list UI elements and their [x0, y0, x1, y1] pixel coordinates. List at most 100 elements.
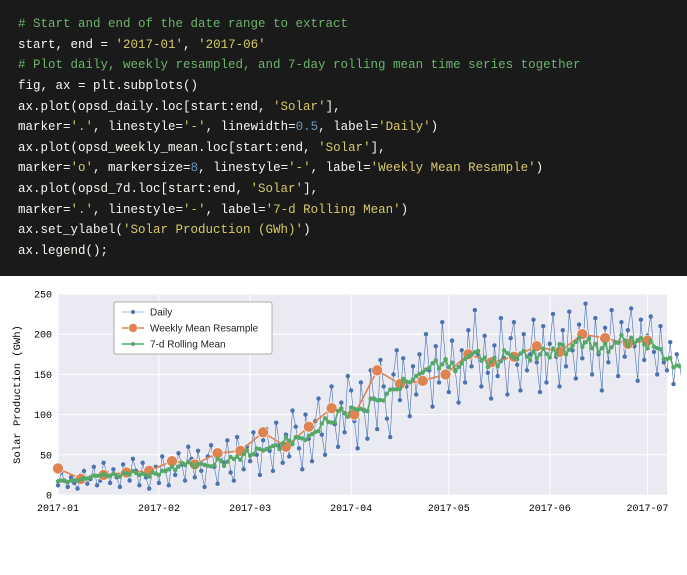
rolling7-marker: [284, 434, 288, 438]
daily-marker: [655, 372, 659, 376]
daily-marker: [675, 352, 679, 356]
daily-marker: [82, 468, 86, 472]
daily-marker: [323, 452, 327, 456]
daily-marker: [271, 468, 275, 472]
chart-container: 0501001502002502017-012017-022017-032017…: [0, 276, 687, 527]
daily-marker: [215, 481, 219, 485]
daily-marker: [108, 480, 112, 484]
legend: DailyWeekly Mean Resample7-d Rolling Mea…: [114, 302, 272, 354]
daily-marker: [56, 483, 60, 487]
rolling7-marker: [333, 419, 337, 423]
code-block: # Start and end of the date range to ext…: [0, 0, 687, 276]
daily-marker: [349, 388, 353, 392]
daily-marker: [160, 454, 164, 458]
daily-marker: [248, 459, 252, 463]
daily-marker: [95, 483, 99, 487]
rolling7-marker: [606, 349, 610, 353]
rolling7-marker: [499, 359, 503, 363]
rolling7-marker: [622, 338, 626, 342]
rolling7-marker: [277, 446, 281, 450]
daily-marker: [434, 344, 438, 348]
daily-marker: [535, 360, 539, 364]
daily-marker: [131, 456, 135, 460]
daily-marker: [101, 460, 105, 464]
daily-marker: [515, 362, 519, 366]
daily-marker: [544, 380, 548, 384]
legend-swatch-marker: [129, 323, 138, 332]
daily-marker: [310, 459, 314, 463]
rolling7-marker: [486, 364, 490, 368]
weekly-marker: [258, 426, 269, 437]
daily-marker: [639, 317, 643, 321]
daily-marker: [538, 389, 542, 393]
rolling7-marker: [541, 346, 545, 350]
daily-marker: [339, 400, 343, 404]
daily-marker: [385, 416, 389, 420]
rolling7-marker: [189, 462, 193, 466]
rolling7-marker: [170, 464, 174, 468]
rolling7-marker: [235, 454, 239, 458]
daily-marker: [609, 307, 613, 311]
y-tick-label: 100: [34, 411, 52, 422]
rolling7-marker: [157, 472, 161, 476]
weekly-marker: [440, 368, 451, 379]
daily-marker: [193, 475, 197, 479]
daily-marker: [118, 484, 122, 488]
daily-marker: [297, 446, 301, 450]
rolling7-marker: [658, 346, 662, 350]
rolling7-marker: [434, 358, 438, 362]
daily-marker: [505, 392, 509, 396]
rolling7-marker: [176, 464, 180, 468]
rolling7-marker: [603, 341, 607, 345]
y-tick-label: 50: [40, 451, 52, 462]
rolling7-marker: [531, 349, 535, 353]
rolling7-marker: [251, 452, 255, 456]
daily-marker: [456, 400, 460, 404]
legend-label: Weekly Mean Resample: [150, 323, 259, 334]
daily-marker: [658, 323, 662, 327]
rolling7-marker: [551, 346, 555, 350]
daily-marker: [228, 470, 232, 474]
daily-marker: [580, 356, 584, 360]
daily-marker: [512, 319, 516, 323]
rolling7-marker: [316, 428, 320, 432]
rolling7-marker: [323, 416, 327, 420]
daily-marker: [388, 434, 392, 438]
rolling7-marker: [570, 343, 574, 347]
daily-marker: [548, 341, 552, 345]
daily-marker: [424, 332, 428, 336]
daily-marker: [437, 380, 441, 384]
daily-marker: [561, 327, 565, 331]
daily-marker: [209, 442, 213, 446]
daily-marker: [649, 314, 653, 318]
daily-marker: [336, 444, 340, 448]
rolling7-marker: [440, 362, 444, 366]
rolling7-marker: [564, 352, 568, 356]
rolling7-marker: [577, 335, 581, 339]
daily-marker: [489, 396, 493, 400]
rolling7-marker: [183, 462, 187, 466]
daily-marker: [251, 430, 255, 434]
daily-marker: [176, 450, 180, 454]
daily-marker: [531, 317, 535, 321]
daily-marker: [593, 315, 597, 319]
daily-marker: [626, 327, 630, 331]
daily-marker: [127, 478, 131, 482]
daily-marker: [522, 332, 526, 336]
x-tick-label: 2017-06: [529, 504, 571, 515]
daily-marker: [668, 340, 672, 344]
rolling7-marker: [385, 391, 389, 395]
rolling7-marker: [629, 335, 633, 339]
daily-marker: [603, 325, 607, 329]
rolling7-marker: [489, 359, 493, 363]
daily-marker: [241, 467, 245, 471]
daily-marker: [469, 364, 473, 368]
rolling7-marker: [616, 340, 620, 344]
rolling7-marker: [453, 368, 457, 372]
rolling7-marker: [600, 346, 604, 350]
rolling7-marker: [515, 357, 519, 361]
rolling7-marker: [528, 358, 532, 362]
rolling7-marker: [587, 336, 591, 340]
rolling7-marker: [193, 465, 197, 469]
legend-swatch-marker: [131, 342, 135, 346]
